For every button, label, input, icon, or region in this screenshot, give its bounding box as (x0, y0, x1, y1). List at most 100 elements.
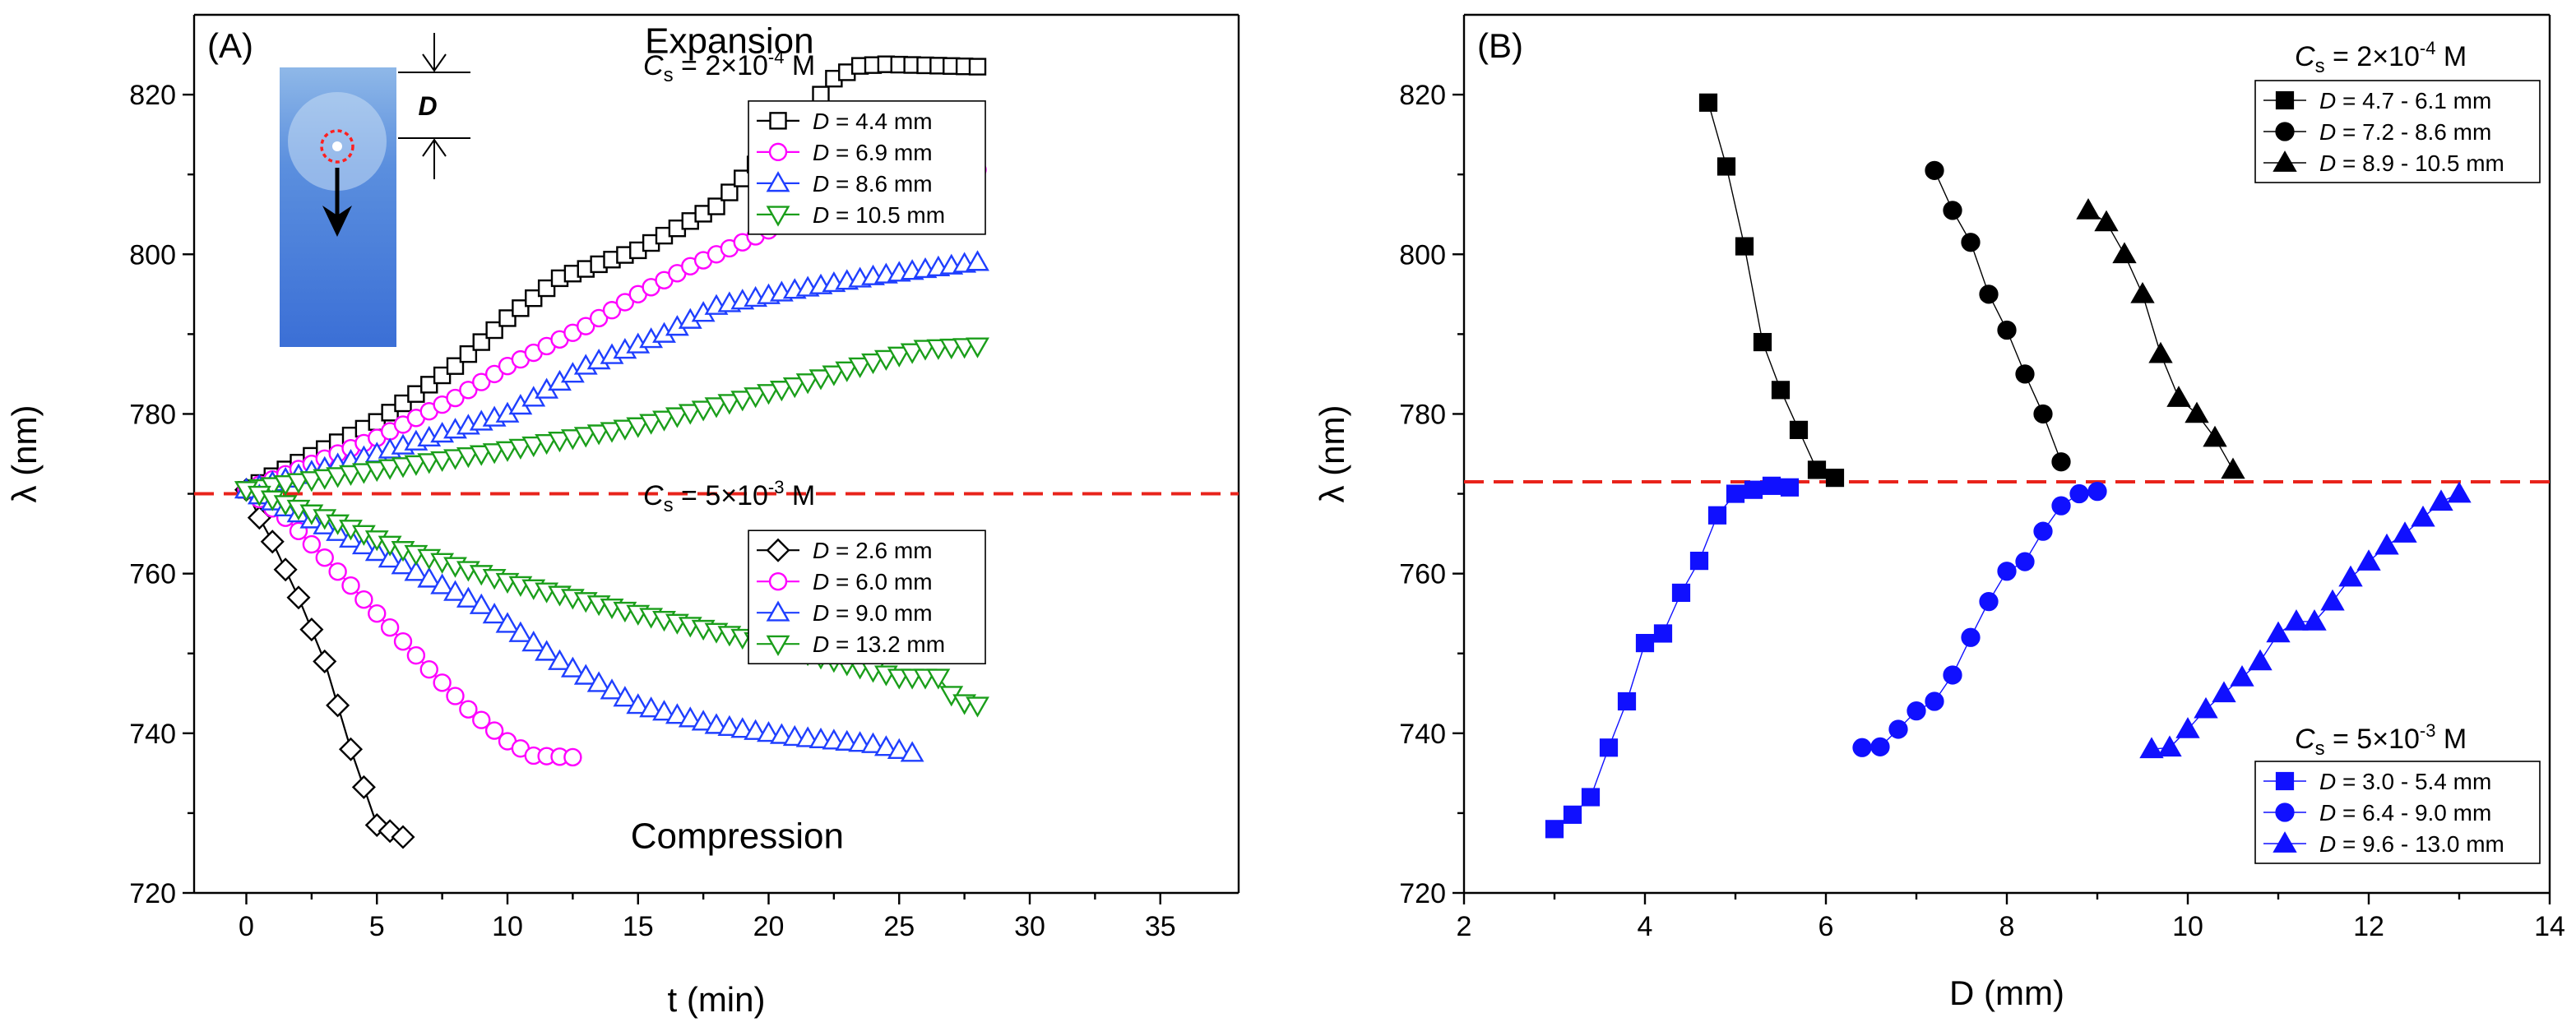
panel-b-data-point (1807, 460, 1827, 479)
panel-a-series (237, 55, 987, 499)
panel-a-data-point (812, 86, 830, 104)
panel-a-data-point (351, 775, 376, 799)
panel-a-legend-entry: D = 2.6 mm (813, 538, 933, 563)
panel-a-data-point (286, 585, 311, 610)
panel-a-data-point (560, 656, 585, 678)
panel-b-data-point (1771, 381, 1791, 400)
panel-b-data-point (2051, 452, 2071, 472)
panel-a-data-point (968, 58, 987, 76)
panel-a-data-point (525, 289, 543, 308)
panel-b-data-point (2130, 281, 2155, 303)
panel-b-legend-entry: D = 6.4 - 9.0 mm (2319, 800, 2491, 826)
panel-a-data-point (720, 183, 739, 201)
panel-b-data-point (1689, 552, 1709, 571)
panel-a-x-tick-label: 35 (1145, 911, 1176, 942)
panel-a-data-point (744, 387, 768, 409)
arrow-up-icon (422, 138, 447, 157)
panel-a-legend-title: Cs = 5×10-3 M (643, 477, 815, 516)
panel-a-data-point (286, 473, 311, 494)
panel-a-data-point (769, 381, 794, 402)
panel-b-data-point (1581, 788, 1601, 807)
panel-a-plot-area (234, 55, 989, 849)
panel-a-data-point (433, 673, 452, 692)
panel-a-data-point (406, 645, 426, 665)
panel-a-data-point (652, 410, 676, 432)
panel-b-data-point (1563, 805, 1582, 824)
panel-a-data-point (577, 317, 595, 335)
panel-a-data-point (717, 394, 742, 415)
panel-a-data-point (873, 735, 898, 756)
panel-a-data-point (364, 812, 389, 837)
panel-a-data-point (613, 419, 637, 441)
panel-a-data-point (443, 580, 467, 601)
panel-a-data-point (873, 349, 898, 371)
panel-a-data-point (573, 427, 598, 448)
panel-a-legend-entry: D = 9.0 mm (813, 600, 933, 626)
panel-b-data-point (2302, 609, 2327, 631)
panel-a-data-point (795, 373, 820, 395)
panel-a-y-tick-label: 720 (129, 878, 176, 909)
panel-b-plot-area (1545, 93, 2472, 839)
panel-b-data-point (2338, 565, 2363, 587)
panel-a-data-point (351, 463, 376, 484)
panel-a-panel-label: (A) (207, 26, 253, 65)
panel-a-data-point (495, 612, 520, 633)
panel-b-legend-marker (2275, 771, 2295, 791)
panel-b-data-point (2221, 457, 2245, 479)
panel-a-data-point (769, 723, 794, 744)
panel-b-data-point (1925, 160, 1944, 180)
panel-b-series (1698, 93, 1845, 488)
panel-a-data-point (600, 678, 624, 700)
panel-a-legend-entry: D = 6.9 mm (813, 140, 933, 165)
inset-d-label: D (418, 91, 437, 121)
panel-a-expansion-label: Expansion (645, 21, 813, 62)
panel-a-data-point (430, 451, 455, 473)
panel-a-data-point (381, 404, 399, 422)
panel-b-x-tick-label: 12 (2353, 911, 2384, 942)
panel-b-data-point (1943, 201, 1962, 220)
panel-a-data-point (456, 586, 480, 608)
panel-a-data-point (378, 547, 402, 568)
panel-b-data-point (1943, 665, 1962, 685)
panel-b: 2 4 6 8 10 12 14 720 740 760 780 800 820 D (mm) λ (nm)… (1313, 13, 2565, 1012)
panel-b-data-point (2447, 481, 2472, 503)
panel-b-data-point (2076, 198, 2101, 220)
panel-b-data-point (2094, 210, 2119, 232)
panel-a-data-point (808, 369, 833, 391)
panel-a-data-point (626, 693, 651, 715)
panel-a-data-point (521, 631, 546, 652)
panel-a-y-tick-label: 760 (129, 559, 176, 590)
panel-b-data-point (2212, 681, 2236, 703)
panel-a-data-point (848, 357, 873, 378)
panel-a-data-point (535, 433, 559, 456)
panel-a-data-point (560, 429, 585, 451)
panel-b-data-point (2411, 505, 2435, 527)
panel-b-data-point (1762, 476, 1781, 495)
panel-b-legend-marker (2275, 90, 2295, 110)
panel-a-x-tick-label: 30 (1014, 911, 1045, 942)
panel-a-data-point (484, 364, 504, 384)
panel-a-data-point (484, 721, 504, 740)
panel-a-data-point (521, 436, 546, 458)
panel-b-x-tick-label: 4 (1638, 911, 1653, 942)
panel-a-legend-entry: D = 6.0 mm (813, 569, 933, 594)
panel-a-data-point (652, 700, 676, 721)
panel-a-data-point (900, 343, 924, 364)
panel-a: 0 5 10 15 20 25 30 35 720 740 760 780 800 820 t (min) λ… (5, 13, 1240, 1019)
panel-b-data-point (1707, 506, 1727, 525)
panel-a-data-point (548, 649, 572, 670)
panel-b-data-point (2248, 649, 2273, 671)
panel-a-legend-marker (766, 171, 790, 192)
panel-a-inset: D (280, 33, 470, 347)
panel-b-data-point (1726, 484, 1745, 503)
panel-a-data-point (273, 557, 298, 582)
panel-b-legend-entry: D = 7.2 - 8.6 mm (2319, 119, 2491, 145)
panel-b-series-line (1861, 490, 2098, 748)
panel-a-data-point (378, 459, 402, 480)
panel-b-y-tick-label: 820 (1399, 80, 1446, 111)
panel-b-data-point (2203, 425, 2227, 447)
panel-a-data-point (966, 250, 989, 271)
panel-a-data-point (782, 377, 807, 399)
panel-b-series (2076, 198, 2245, 479)
panel-a-data-point (378, 819, 402, 844)
